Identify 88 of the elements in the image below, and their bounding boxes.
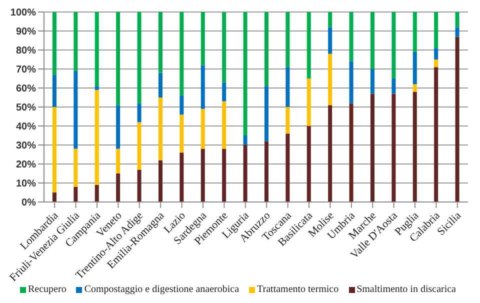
y-tick-label: 70% xyxy=(16,64,36,76)
bar xyxy=(200,108,205,149)
bar xyxy=(264,86,268,142)
bar xyxy=(116,12,120,106)
legend-label: Smaltimento in discarica xyxy=(356,284,456,295)
bar xyxy=(412,84,417,92)
y-tick-label: 30% xyxy=(16,140,36,152)
bar xyxy=(349,103,354,202)
bar xyxy=(200,148,205,202)
bar xyxy=(222,148,226,202)
legend-label: Compostaggio e digestione anaerobica xyxy=(83,284,240,295)
bar xyxy=(222,101,226,149)
bar xyxy=(392,78,396,94)
bar xyxy=(349,12,354,62)
bar xyxy=(264,12,268,86)
bar xyxy=(52,74,56,107)
bar xyxy=(434,60,438,68)
bar xyxy=(200,65,205,109)
bar xyxy=(180,114,184,153)
bar xyxy=(52,192,56,202)
bar xyxy=(200,12,205,66)
y-tick-label: 60% xyxy=(16,84,36,95)
bar xyxy=(434,12,438,48)
y-tick-label: 90% xyxy=(16,26,36,38)
bar xyxy=(328,105,332,202)
bar xyxy=(94,86,99,90)
bar xyxy=(328,54,332,106)
bar xyxy=(455,27,460,37)
bar xyxy=(94,184,99,202)
bar xyxy=(370,94,374,202)
bar xyxy=(116,105,120,149)
bar xyxy=(74,70,78,149)
bar xyxy=(52,12,56,75)
bar xyxy=(243,145,248,202)
bar xyxy=(306,126,311,202)
legend-label: Recupero xyxy=(27,284,66,295)
bar xyxy=(180,96,184,115)
bar xyxy=(158,98,162,160)
bar xyxy=(349,61,354,104)
y-tick-label: 20% xyxy=(16,160,36,171)
bar xyxy=(286,67,290,107)
bar xyxy=(74,12,78,71)
bar xyxy=(180,152,184,202)
bar xyxy=(52,107,56,192)
y-tick-label: 40% xyxy=(16,122,36,133)
bar xyxy=(370,12,374,69)
bar xyxy=(222,12,226,82)
bar xyxy=(306,78,311,126)
bar xyxy=(94,90,99,185)
y-tick-label: 80% xyxy=(16,46,36,57)
y-tick-label: 10% xyxy=(16,178,36,190)
bar xyxy=(158,72,162,98)
bar xyxy=(434,67,438,202)
bar xyxy=(412,92,417,202)
bar xyxy=(286,107,290,134)
bar xyxy=(158,160,162,202)
bar xyxy=(116,148,120,174)
bar xyxy=(328,12,332,28)
bar xyxy=(180,12,184,96)
bar xyxy=(434,48,438,60)
bar xyxy=(286,12,290,68)
bar xyxy=(137,103,142,122)
bar xyxy=(74,148,78,187)
bar xyxy=(243,136,248,145)
bar xyxy=(137,122,142,170)
bar xyxy=(412,12,417,52)
bar xyxy=(116,174,120,202)
bar xyxy=(392,12,396,78)
legend-label: Trattamento termico xyxy=(256,284,339,295)
bar xyxy=(222,82,226,102)
y-tick-label: 50% xyxy=(16,102,36,114)
y-tick-label: 0% xyxy=(22,198,36,209)
bar xyxy=(94,12,99,86)
bar xyxy=(455,12,460,28)
bar xyxy=(286,134,290,202)
bar xyxy=(264,141,268,202)
bar xyxy=(137,12,142,104)
bar xyxy=(328,27,332,54)
bar xyxy=(137,170,142,202)
bar xyxy=(74,186,78,202)
bar xyxy=(412,52,417,84)
y-tick-label: 100% xyxy=(10,8,36,19)
bar xyxy=(370,69,374,94)
bar xyxy=(455,36,460,202)
bar xyxy=(306,12,311,78)
bar xyxy=(392,94,396,202)
bar xyxy=(243,12,248,136)
bar xyxy=(158,12,162,73)
